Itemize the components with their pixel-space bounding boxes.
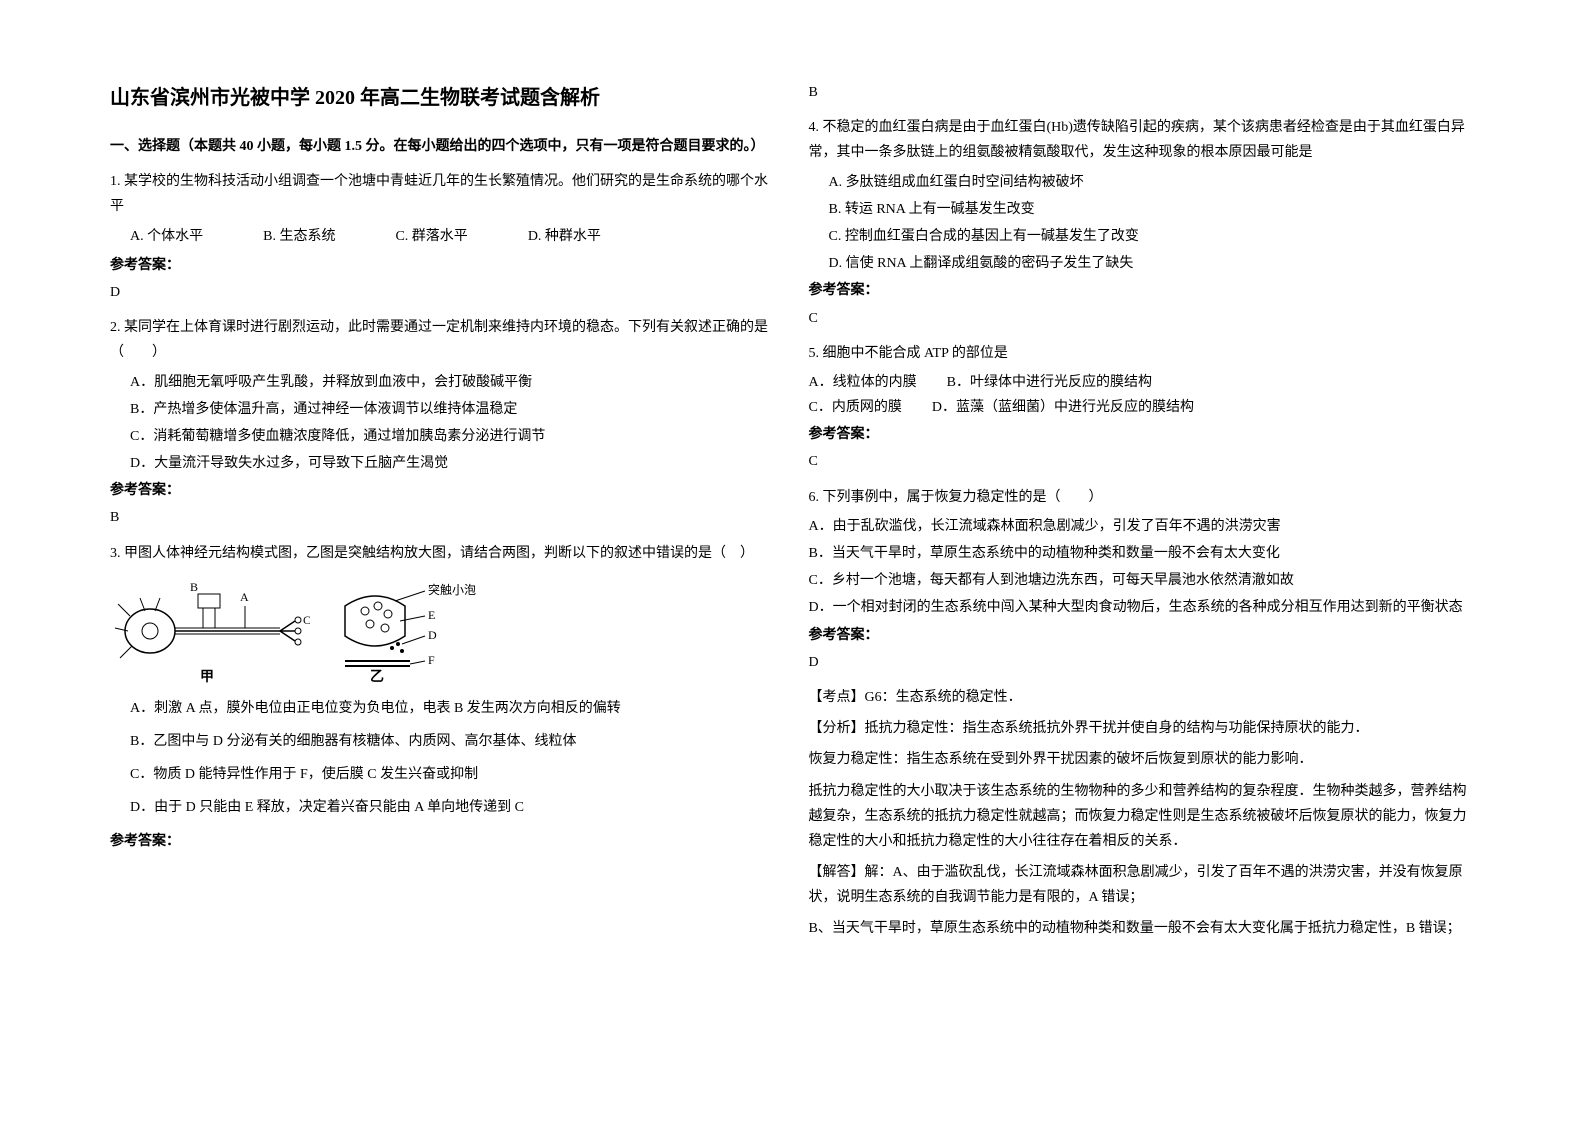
question-text: 2. 某同学在上体育课时进行剧烈运动，此时需要通过一定机制来维持内环境的稳态。下… bbox=[110, 315, 779, 365]
answer-label: 参考答案： bbox=[110, 829, 779, 854]
answer-label: 参考答案： bbox=[110, 253, 779, 278]
option-a: A. 多肽链组成血红蛋白时空间结构被破坏 bbox=[829, 170, 1478, 195]
option-a: A．线粒体的内膜 bbox=[809, 370, 917, 395]
option-a: A．刺激 A 点，膜外电位由正电位变为负电位，电表 B 发生两次方向相反的偏转 bbox=[130, 696, 779, 721]
option-d: D．由于 D 只能由 E 释放，决定着兴奋只能由 A 单向地传递到 C bbox=[130, 795, 779, 820]
label-d: D bbox=[428, 628, 437, 642]
question-3: 3. 甲图人体神经元结构模式图，乙图是突触结构放大图，请结合两图，判断以下的叙述… bbox=[110, 541, 779, 854]
option-a: A．肌细胞无氧呼吸产生乳酸，并释放到血液中，会打破酸碱平衡 bbox=[130, 370, 779, 395]
option-a: A．由于乱砍滥伐，长江流域森林面积急剧减少，引发了百年不遇的洪涝灾害 bbox=[809, 514, 1478, 539]
option-b: B．叶绿体中进行光反应的膜结构 bbox=[947, 370, 1152, 395]
answer-label: 参考答案： bbox=[809, 422, 1478, 447]
options-row: A. 个体水平 B. 生态系统 C. 群落水平 D. 种群水平 bbox=[130, 224, 779, 249]
options-col: A．肌细胞无氧呼吸产生乳酸，并释放到血液中，会打破酸碱平衡 B．产热增多使体温升… bbox=[110, 370, 779, 477]
question-text: 6. 下列事例中，属于恢复力稳定性的是（ ） bbox=[809, 485, 1478, 510]
answer-text: D bbox=[110, 280, 779, 305]
option-c: C．内质网的膜 bbox=[809, 395, 902, 420]
question-5: 5. 细胞中不能合成 ATP 的部位是 A．线粒体的内膜 B．叶绿体中进行光反应… bbox=[809, 341, 1478, 475]
option-b: B. 生态系统 bbox=[263, 224, 335, 249]
question-4: 4. 不稳定的血红蛋白病是由于血红蛋白(Hb)遗传缺陷引起的疾病，某个该病患者经… bbox=[809, 115, 1478, 331]
option-d: D．蓝藻（蓝细菌）中进行光反应的膜结构 bbox=[932, 395, 1194, 420]
option-b: B. 转运 RNA 上有一碱基发生改变 bbox=[829, 197, 1478, 222]
option-c: C．消耗葡萄糖增多使血糖浓度降低，通过增加胰岛素分泌进行调节 bbox=[130, 424, 779, 449]
answer-text: C bbox=[809, 306, 1478, 331]
right-column: B 4. 不稳定的血红蛋白病是由于血红蛋白(Hb)遗传缺陷引起的疾病，某个该病患… bbox=[794, 80, 1493, 1082]
options-col: A．由于乱砍滥伐，长江流域森林面积急剧减少，引发了百年不遇的洪涝灾害 B．当天气… bbox=[809, 514, 1478, 621]
question-1: 1. 某学校的生物科技活动小组调查一个池塘中青蛙近几年的生长繁殖情况。他们研究的… bbox=[110, 169, 779, 305]
option-d: D. 种群水平 bbox=[528, 224, 601, 249]
section-header: 一、选择题（本题共 40 小题，每小题 1.5 分。在每小题给出的四个选项中，只… bbox=[110, 134, 779, 159]
neuron-diagram: B A C 甲 bbox=[110, 576, 310, 686]
jieda-1: 【解答】解：A、由于滥砍乱伐，长江流域森林面积急剧减少，引发了百年不遇的洪涝灾害… bbox=[809, 860, 1478, 910]
fenxi-2: 恢复力稳定性：指生态系统在受到外界干扰因素的破坏后恢复到原状的能力影响． bbox=[809, 747, 1478, 772]
fenxi-1: 【分析】抵抗力稳定性：指生态系统抵抗外界干扰并使自身的结构与功能保持原状的能力． bbox=[809, 716, 1478, 741]
answer-text-q3: B bbox=[809, 80, 1478, 105]
option-c: C．乡村一个池塘，每天都有人到池塘边洗东西，可每天早晨池水依然清澈如故 bbox=[809, 568, 1478, 593]
options-row: A．线粒体的内膜 B．叶绿体中进行光反应的膜结构 bbox=[809, 370, 1478, 395]
question-text: 3. 甲图人体神经元结构模式图，乙图是突触结构放大图，请结合两图，判断以下的叙述… bbox=[110, 541, 779, 566]
label-c: C bbox=[303, 613, 310, 627]
option-b: B．当天气干旱时，草原生态系统中的动植物种类和数量一般不会有太大变化 bbox=[809, 541, 1478, 566]
kaodian: 【考点】G6：生态系统的稳定性． bbox=[809, 685, 1478, 710]
label-yi: 乙 bbox=[370, 669, 384, 685]
option-d: D．一个相对封闭的生态系统中闯入某种大型肉食动物后，生态系统的各种成分相互作用达… bbox=[809, 595, 1478, 620]
question-text: 5. 细胞中不能合成 ATP 的部位是 bbox=[809, 341, 1478, 366]
options-col: A. 多肽链组成血红蛋白时空间结构被破坏 B. 转运 RNA 上有一碱基发生改变… bbox=[809, 170, 1478, 277]
label-b: B bbox=[190, 580, 198, 594]
options-row: C．内质网的膜 D．蓝藻（蓝细菌）中进行光反应的膜结构 bbox=[809, 395, 1478, 420]
answer-text: B bbox=[110, 505, 779, 530]
question-6: 6. 下列事例中，属于恢复力稳定性的是（ ） A．由于乱砍滥伐，长江流域森林面积… bbox=[809, 485, 1478, 942]
answer-text: C bbox=[809, 449, 1478, 474]
answer-label: 参考答案： bbox=[809, 623, 1478, 648]
question-text: 4. 不稳定的血红蛋白病是由于血红蛋白(Hb)遗传缺陷引起的疾病，某个该病患者经… bbox=[809, 115, 1478, 165]
answer-label: 参考答案： bbox=[110, 478, 779, 503]
label-e: E bbox=[428, 608, 435, 622]
answer-text: D bbox=[809, 650, 1478, 675]
answer-label: 参考答案： bbox=[809, 278, 1478, 303]
option-d: D. 信使 RNA 上翻译成组氨酸的密码子发生了缺失 bbox=[829, 251, 1478, 276]
option-c: C. 群落水平 bbox=[395, 224, 467, 249]
jieda-2: B、当天气干旱时，草原生态系统中的动植物种类和数量一般不会有太大变化属于抵抗力稳… bbox=[809, 916, 1478, 941]
fenxi-3: 抵抗力稳定性的大小取决于该生态系统的生物物种的多少和营养结构的复杂程度．生物种类… bbox=[809, 779, 1478, 855]
option-b: B．乙图中与 D 分泌有关的细胞器有核糖体、内质网、高尔基体、线粒体 bbox=[130, 729, 779, 754]
option-c: C. 控制血红蛋白合成的基因上有一碱基发生了改变 bbox=[829, 224, 1478, 249]
label-f: F bbox=[428, 653, 435, 667]
document-title: 山东省滨州市光被中学 2020 年高二生物联考试题含解析 bbox=[110, 80, 779, 116]
question-2: 2. 某同学在上体育课时进行剧烈运动，此时需要通过一定机制来维持内环境的稳态。下… bbox=[110, 315, 779, 531]
option-c: C．物质 D 能特异性作用于 F，使后膜 C 发生兴奋或抑制 bbox=[130, 762, 779, 787]
label-vesicle: 突触小泡 bbox=[428, 582, 476, 597]
option-a: A. 个体水平 bbox=[130, 224, 203, 249]
label-a: A bbox=[240, 590, 249, 604]
question-text: 1. 某学校的生物科技活动小组调查一个池塘中青蛙近几年的生长繁殖情况。他们研究的… bbox=[110, 169, 779, 219]
option-d: D．大量流汗导致失水过多，可导致下丘脑产生渴觉 bbox=[130, 451, 779, 476]
left-column: 山东省滨州市光被中学 2020 年高二生物联考试题含解析 一、选择题（本题共 4… bbox=[95, 80, 794, 1082]
synapse-diagram: 突触小泡 E D F 乙 bbox=[340, 576, 500, 686]
label-jia: 甲 bbox=[200, 669, 214, 685]
option-b: B．产热增多使体温升高，通过神经一体液调节以维持体温稳定 bbox=[130, 397, 779, 422]
figure-q3: B A C 甲 bbox=[110, 576, 779, 686]
